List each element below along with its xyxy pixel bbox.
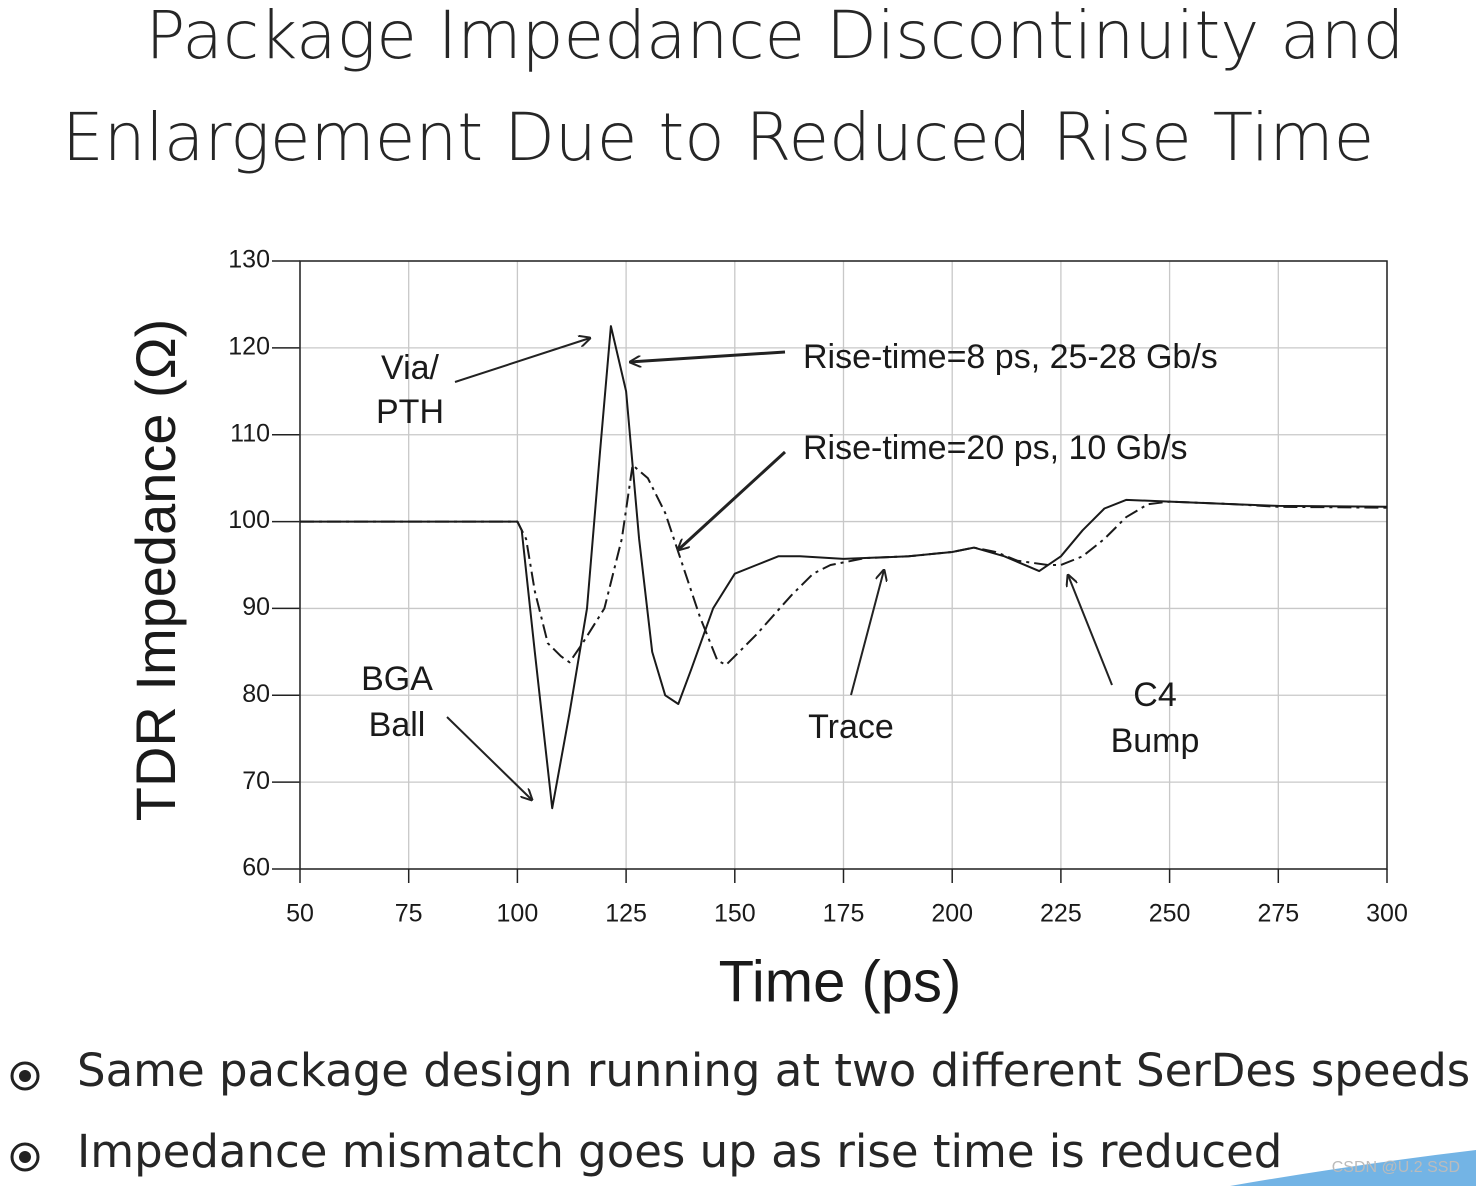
x-tick-label: 275 — [1257, 900, 1299, 928]
annotation-arrow — [678, 450, 787, 550]
x-tick-label: 75 — [395, 900, 423, 928]
y-tick-label: 120 — [228, 332, 270, 360]
annotation: Ball — [369, 706, 426, 744]
x-tick-label: 300 — [1366, 900, 1408, 928]
y-tick-label: 100 — [228, 506, 270, 534]
x-tick-label: 150 — [714, 900, 756, 928]
y-tick-label: 80 — [242, 680, 270, 708]
slide-title: Package Impedance Discontinuity and — [146, 0, 1405, 74]
bullet-icon — [10, 1142, 40, 1172]
decoration — [1230, 1150, 1476, 1186]
annotation: Rise-time=20 ps, 10 Gb/s — [803, 429, 1188, 467]
annotation: Via/ — [381, 349, 440, 387]
x-tick-label: 50 — [286, 900, 314, 928]
plot: 60 70 80 90 100 110 120 130 50 75 100 125 150 175 200 2… — [228, 246, 1408, 928]
y-tick-label: 70 — [242, 767, 270, 795]
plot-frame — [299, 260, 1388, 870]
annotation-arrow — [454, 338, 590, 383]
series-line — [300, 464, 1388, 666]
annotation: PTH — [376, 393, 444, 431]
x-tick-label: 175 — [823, 900, 865, 928]
y-tick-label: 130 — [228, 246, 270, 274]
annotation: BGA — [361, 660, 433, 698]
annotation: Trace — [808, 708, 894, 746]
y-tick-label: 90 — [242, 593, 270, 621]
y-tick-label: 60 — [242, 854, 270, 882]
y-axis-title: TDR Impedance (Ω) — [124, 319, 187, 821]
annotation-arrow — [446, 716, 532, 800]
watermark: CSDN @U.2 SSD — [1332, 1159, 1460, 1176]
x-tick-label: 125 — [605, 900, 647, 928]
annotation: Rise-time=8 ps, 25-28 Gb/s — [803, 338, 1218, 376]
x-axis-title: Time (ps) — [719, 949, 962, 1014]
annotation-arrow — [630, 350, 786, 362]
y-tick-label: 110 — [230, 419, 270, 447]
series-line — [300, 325, 1388, 810]
x-tick-label: 200 — [931, 900, 973, 928]
bullet-text: Impedance mismatch goes up as rise time … — [77, 1125, 1282, 1178]
x-tick-label: 225 — [1040, 900, 1082, 928]
annotation-arrow — [1068, 575, 1113, 686]
x-tick-label: 100 — [497, 900, 539, 928]
bullet-text: Same package design running at two diffe… — [77, 1044, 1470, 1097]
annotation-arrow — [850, 570, 884, 696]
x-tick-label: 250 — [1149, 900, 1191, 928]
annotation: Bump — [1111, 722, 1200, 760]
bullet-icon — [10, 1061, 40, 1091]
slide-title: Enlargement Due to Reduced Rise Time — [62, 99, 1374, 176]
annotation: C4 — [1133, 676, 1176, 714]
